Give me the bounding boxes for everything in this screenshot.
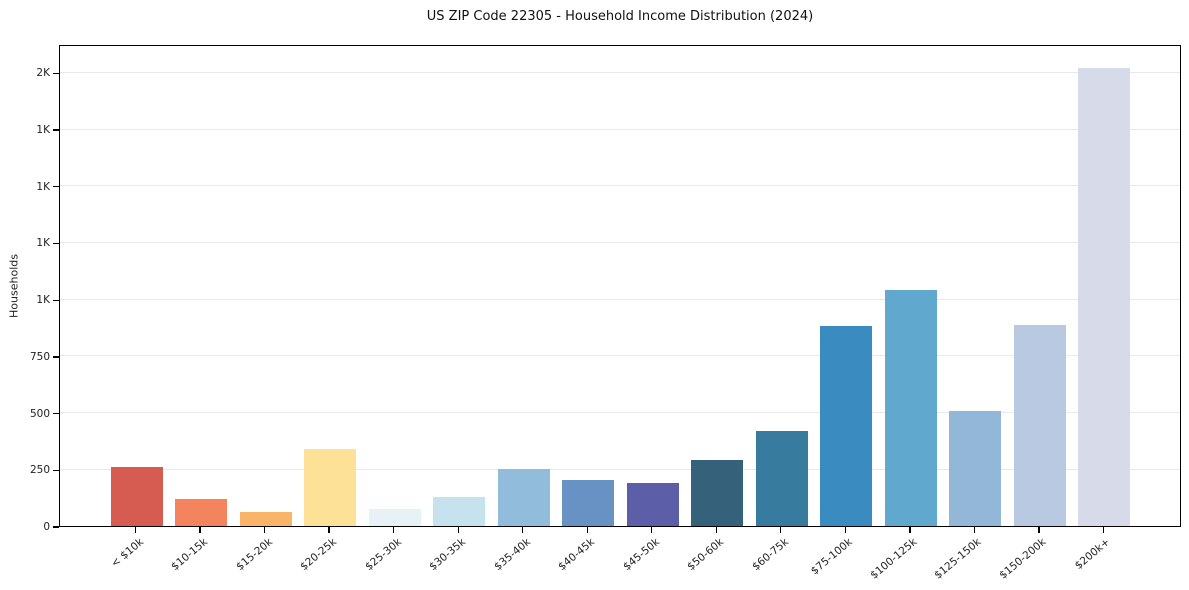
bar-$60-75k xyxy=(755,430,808,526)
bar-$75-100k xyxy=(820,326,873,526)
x-tick-mark xyxy=(651,527,653,533)
x-tick-label: $200k+ xyxy=(1073,536,1113,572)
x-tick-mark xyxy=(780,527,782,533)
bar-$150-200k xyxy=(1013,325,1066,526)
y-tick-mark xyxy=(53,186,59,188)
gridline xyxy=(60,128,1180,130)
x-tick-mark xyxy=(134,527,137,533)
x-tick-label: $15-20k xyxy=(233,536,275,574)
bar-$30-35k xyxy=(433,496,486,526)
x-tick-mark xyxy=(199,527,201,533)
y-tick-label: 1K xyxy=(36,124,50,137)
y-tick-label: 500 xyxy=(29,407,50,420)
bar-$25-30k xyxy=(368,509,421,526)
x-tick-label: $10-15k xyxy=(169,536,211,574)
x-tick-mark xyxy=(586,527,588,533)
x-tick-label: $25-30k xyxy=(362,536,404,574)
x-tick-mark xyxy=(457,527,459,533)
x-tick-mark xyxy=(844,527,846,533)
gridline xyxy=(60,355,1180,357)
x-tick-mark xyxy=(392,527,395,533)
gridline xyxy=(60,185,1180,187)
y-tick-label: 1K xyxy=(36,237,50,250)
x-tick-label: $75-100k xyxy=(809,536,855,578)
x-tick-mark xyxy=(715,527,717,533)
bar-$10-15k xyxy=(175,498,228,526)
x-tick-label: $150-200k xyxy=(997,536,1049,582)
bar-$100-125k xyxy=(884,290,937,526)
gridline xyxy=(60,468,1180,470)
y-tick-mark xyxy=(53,469,59,471)
bar-$15-20k xyxy=(239,512,292,526)
y-tick-mark xyxy=(53,299,59,301)
chart-title: US ZIP Code 22305 - Household Income Dis… xyxy=(426,9,814,24)
x-tick-label: $100-125k xyxy=(868,536,920,582)
y-tick-mark xyxy=(53,412,59,415)
x-tick-label: $30-35k xyxy=(427,536,469,574)
x-tick-label: $40-45k xyxy=(556,536,598,574)
y-tick-label: 1K xyxy=(36,294,50,307)
x-tick-mark xyxy=(909,527,911,533)
bar-$200k+ xyxy=(1078,67,1131,526)
gridline xyxy=(60,241,1180,243)
y-tick-label: 250 xyxy=(29,464,50,477)
y-axis-label: Households xyxy=(7,254,21,318)
y-tick-label: 1K xyxy=(36,180,50,193)
bar-$20-25k xyxy=(304,448,357,526)
x-tick-mark xyxy=(328,527,330,533)
x-tick-label: $125-150k xyxy=(932,536,984,582)
gridline xyxy=(60,71,1180,73)
bar-$35-40k xyxy=(497,469,550,526)
x-tick-mark xyxy=(522,527,524,533)
y-tick-mark xyxy=(53,72,59,74)
x-tick-mark xyxy=(1102,527,1105,533)
y-tick-mark xyxy=(53,129,59,131)
x-tick-label: $60-75k xyxy=(749,536,791,574)
bar-$40-45k xyxy=(562,479,615,526)
x-tick-label: $50-60k xyxy=(685,536,727,574)
y-tick-mark xyxy=(53,356,59,358)
y-tick-mark xyxy=(53,526,59,528)
bar-$50-60k xyxy=(691,460,744,526)
bar-< $10k xyxy=(110,467,163,526)
bar-$45-50k xyxy=(626,482,679,526)
y-tick-label: 2K xyxy=(36,67,50,80)
x-tick-label: < $10k xyxy=(108,536,146,570)
gridline xyxy=(60,298,1180,300)
y-tick-label: 0 xyxy=(43,521,50,533)
x-tick-mark xyxy=(263,527,266,533)
x-tick-mark xyxy=(973,527,976,533)
y-tick-mark xyxy=(53,242,59,245)
gridline xyxy=(60,412,1180,414)
x-tick-label: $45-50k xyxy=(620,536,662,574)
x-tick-mark xyxy=(1038,527,1040,533)
x-tick-label: $20-25k xyxy=(298,536,340,574)
x-tick-label: $35-40k xyxy=(491,536,533,574)
bar-$125-150k xyxy=(949,411,1002,526)
plot-area xyxy=(59,45,1181,527)
y-tick-label: 750 xyxy=(29,350,50,363)
